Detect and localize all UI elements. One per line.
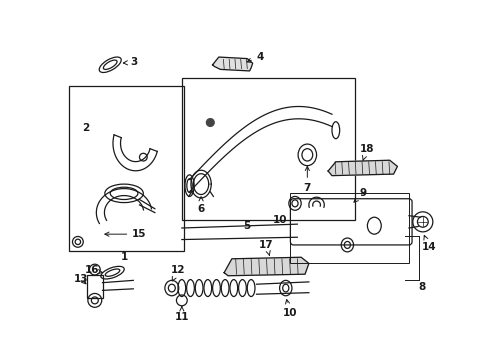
Text: 11: 11	[174, 306, 189, 322]
Text: 6: 6	[197, 197, 205, 214]
Text: 5: 5	[244, 221, 251, 231]
Bar	[87, 275, 102, 298]
Text: 17: 17	[259, 240, 274, 256]
Text: 12: 12	[171, 265, 185, 281]
Text: 1: 1	[121, 252, 128, 262]
Text: 2: 2	[82, 123, 89, 133]
Text: 14: 14	[422, 235, 436, 252]
Text: 7: 7	[304, 166, 311, 193]
Polygon shape	[213, 57, 253, 71]
Text: 4: 4	[247, 52, 264, 62]
Polygon shape	[224, 257, 309, 276]
Text: 18: 18	[359, 144, 374, 160]
Circle shape	[206, 119, 214, 126]
Bar	[182, 78, 355, 220]
Text: 10: 10	[282, 300, 297, 318]
Bar	[69, 86, 184, 251]
Text: 13: 13	[74, 274, 88, 284]
Text: 3: 3	[123, 58, 138, 67]
Bar	[290, 193, 409, 263]
Text: 16: 16	[84, 265, 102, 275]
Text: 9: 9	[354, 188, 367, 202]
Text: 15: 15	[105, 229, 147, 239]
Text: 10: 10	[272, 215, 287, 225]
Text: 8: 8	[418, 282, 426, 292]
Polygon shape	[328, 160, 397, 176]
